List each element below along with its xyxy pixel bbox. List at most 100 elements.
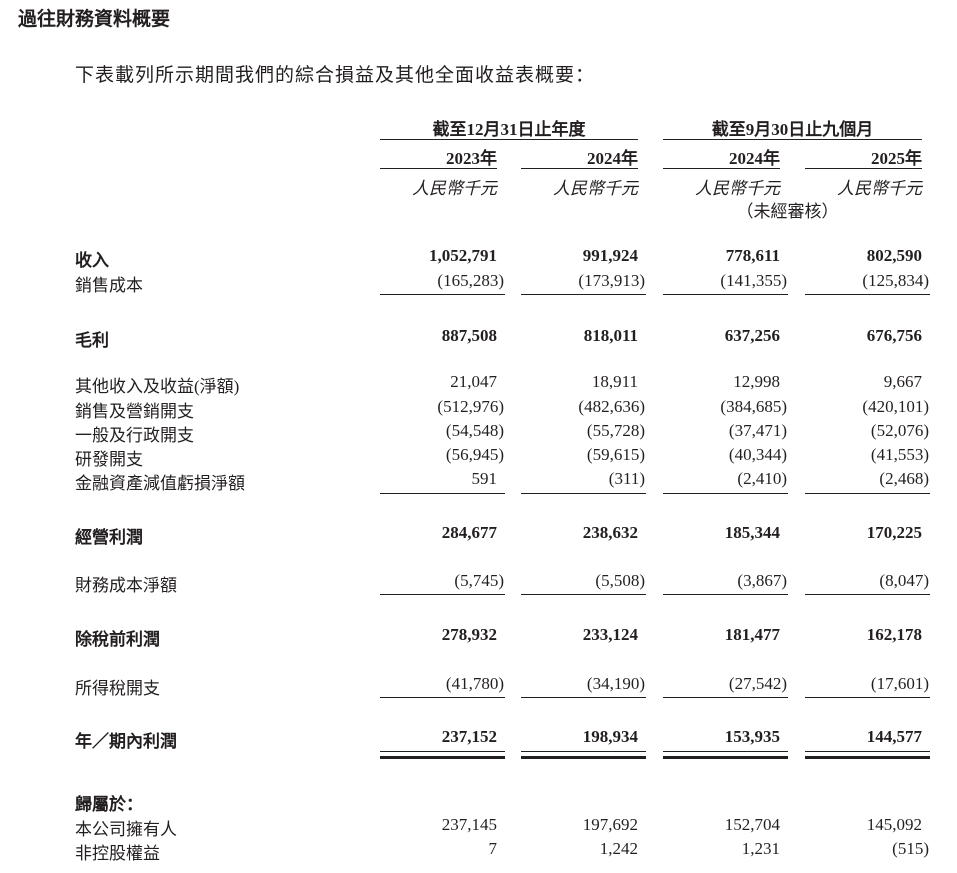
divider <box>380 697 505 698</box>
year-header: 2024年 <box>729 149 780 168</box>
divider <box>805 594 930 595</box>
cell-value: (37,471) <box>728 421 787 440</box>
cell-value: 9,667 <box>883 372 922 391</box>
cell-value: (8,047) <box>879 571 929 590</box>
divider <box>663 139 922 140</box>
divider <box>663 594 788 595</box>
double-underline <box>380 756 505 759</box>
cell-value: 637,256 <box>724 326 780 345</box>
cell-value: (165,283) <box>437 271 504 290</box>
cell-value: (59,615) <box>586 445 645 464</box>
cell-value: (311) <box>608 469 645 488</box>
row-label: 金融資產減值虧損淨額 <box>75 474 245 493</box>
cell-value: (384,685) <box>720 397 787 416</box>
year-header: 2023年 <box>446 149 497 168</box>
cell-value: 162,178 <box>866 625 922 644</box>
cell-value: 145,092 <box>866 815 922 834</box>
cell-value: 181,477 <box>724 625 780 644</box>
cell-value: (141,355) <box>720 271 787 290</box>
intro-text: 下表載列所示期間我們的綜合損益及其他全面收益表概要： <box>75 65 596 86</box>
group-header-nine-months: 截至9月30日止九個月 <box>711 120 874 139</box>
double-underline <box>805 756 930 759</box>
divider <box>805 493 930 494</box>
cell-value: 197,692 <box>582 815 638 834</box>
cell-value: 591 <box>471 469 498 488</box>
unit-label: 人民幣千元 <box>837 179 922 198</box>
divider <box>380 294 505 295</box>
row-label: 年／期內利潤 <box>75 732 177 751</box>
divider <box>521 493 646 494</box>
row-label: 研發開支 <box>75 450 143 469</box>
cell-value: 818,011 <box>583 326 638 345</box>
cell-value: 18,911 <box>591 372 638 391</box>
cell-value: 7 <box>488 839 498 858</box>
divider <box>805 697 930 698</box>
cell-value: (5,745) <box>454 571 504 590</box>
row-label: 收入 <box>75 251 109 270</box>
cell-value: (173,913) <box>578 271 645 290</box>
row-label: 財務成本淨額 <box>75 576 177 595</box>
double-underline <box>521 756 646 759</box>
cell-value: (17,601) <box>870 674 929 693</box>
row-label: 一般及行政開支 <box>75 426 194 445</box>
unit-label: 人民幣千元 <box>553 179 638 198</box>
cell-value: (2,410) <box>737 469 787 488</box>
row-label: 所得稅開支 <box>75 679 160 698</box>
cell-value: 153,935 <box>724 727 780 746</box>
unaudited-label: （未經審核） <box>736 202 839 221</box>
cell-value: 237,145 <box>441 815 497 834</box>
cell-value: (482,636) <box>578 397 645 416</box>
row-label: 毛利 <box>75 331 109 350</box>
cell-value: 185,344 <box>724 523 780 542</box>
cell-value: (2,468) <box>879 469 929 488</box>
cell-value: (52,076) <box>870 421 929 440</box>
cell-value: 237,152 <box>441 727 497 746</box>
divider <box>521 168 638 169</box>
cell-value: (54,548) <box>445 421 504 440</box>
divider <box>521 294 646 295</box>
double-underline <box>663 751 788 752</box>
divider <box>380 493 505 494</box>
cell-value: 144,577 <box>866 727 922 746</box>
double-underline <box>380 751 505 752</box>
row-label: 非控股權益 <box>75 844 160 863</box>
unit-label: 人民幣千元 <box>412 179 497 198</box>
row-label: 除稅前利潤 <box>75 630 160 649</box>
section-title: 過往財務資料概要 <box>18 9 171 30</box>
cell-value: 284,677 <box>441 523 497 542</box>
year-header: 2024年 <box>587 149 638 168</box>
cell-value: (41,553) <box>870 445 929 464</box>
cell-value: 1,231 <box>741 839 780 858</box>
divider <box>380 594 505 595</box>
cell-value: (3,867) <box>737 571 787 590</box>
cell-value: (41,780) <box>445 674 504 693</box>
cell-value: (420,101) <box>862 397 929 416</box>
cell-value: (27,542) <box>728 674 787 693</box>
cell-value: (125,834) <box>862 271 929 290</box>
unit-label: 人民幣千元 <box>695 179 780 198</box>
row-label: 歸屬於： <box>75 795 143 814</box>
year-header: 2025年 <box>871 149 922 168</box>
cell-value: 21,047 <box>450 372 497 391</box>
divider <box>663 697 788 698</box>
double-underline <box>521 751 646 752</box>
divider <box>521 697 646 698</box>
cell-value: (515) <box>892 839 929 858</box>
cell-value: 278,932 <box>441 625 497 644</box>
cell-value: 233,124 <box>582 625 638 644</box>
cell-value: 1,242 <box>599 839 638 858</box>
cell-value: (55,728) <box>586 421 645 440</box>
cell-value: 198,934 <box>582 727 638 746</box>
row-label: 本公司擁有人 <box>75 820 177 839</box>
divider <box>380 168 497 169</box>
divider <box>805 294 930 295</box>
divider <box>805 168 922 169</box>
cell-value: (56,945) <box>445 445 504 464</box>
row-label: 經營利潤 <box>75 528 143 547</box>
row-label: 銷售成本 <box>75 276 143 295</box>
cell-value: 170,225 <box>866 523 922 542</box>
double-underline <box>805 751 930 752</box>
cell-value: 676,756 <box>866 326 922 345</box>
divider <box>663 294 788 295</box>
cell-value: 1,052,791 <box>429 246 497 265</box>
